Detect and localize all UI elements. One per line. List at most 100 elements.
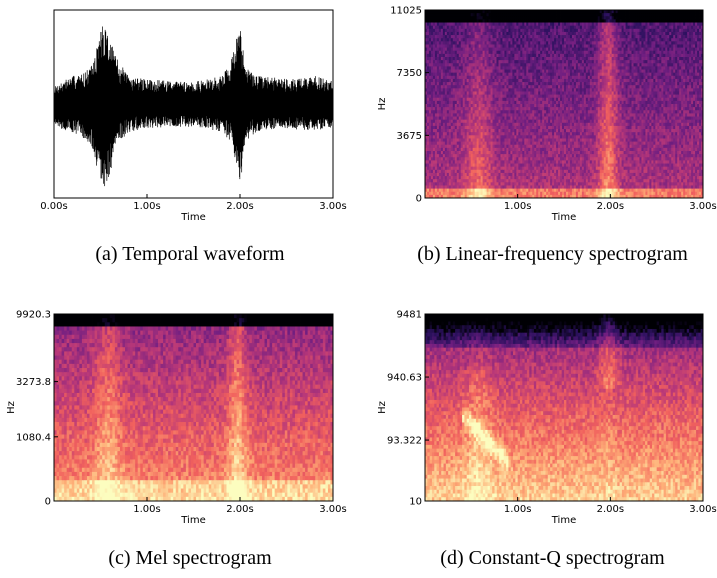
spectrogram-cell (506, 97, 509, 102)
spectrogram-cell (687, 82, 690, 86)
spectrogram-cell (625, 97, 628, 102)
spectrogram-cell (504, 82, 507, 86)
spectrogram-cell (530, 50, 533, 55)
spectrogram-cell (458, 110, 462, 114)
spectrogram-cell (659, 10, 662, 14)
spectrogram-cell (643, 44, 646, 48)
spectrogram-cell (458, 82, 462, 86)
spectrogram-cell (565, 82, 569, 86)
spectrogram-cell (699, 19, 702, 23)
spectrogram-cell (657, 97, 660, 102)
spectrogram-cell (591, 60, 595, 64)
spectrogram-cell (695, 69, 698, 74)
spectrogram-cell (466, 116, 470, 121)
spectrogram-cell (671, 41, 674, 45)
spectrogram-cell (631, 63, 634, 67)
spectrogram-cell (609, 47, 613, 52)
spectrogram-cell (434, 16, 438, 20)
spectrogram-cell (440, 19, 444, 23)
spectrogram-cell (482, 75, 485, 80)
spectrogram-cell (490, 38, 493, 42)
spectrogram-cell (504, 97, 507, 102)
spectrogram-cell (677, 38, 680, 42)
spectrogram-cell (647, 88, 650, 92)
spectrogram-cell (458, 107, 462, 111)
spectrogram-cell (615, 63, 619, 67)
spectrogram-cell (540, 53, 543, 58)
spectrogram-cell (663, 31, 666, 36)
spectrogram-cell (442, 47, 446, 52)
spectrogram-cell (651, 50, 654, 55)
spectrogram-cell (542, 110, 545, 114)
spectrogram-cell (508, 60, 511, 64)
spectrogram-cell (538, 82, 541, 86)
spectrogram-cell (641, 22, 644, 27)
spectrogram-cell (699, 104, 702, 108)
spectrogram-cell (593, 91, 597, 95)
spectrogram-cell (569, 10, 573, 14)
spectrogram-cell (532, 116, 535, 121)
spectrogram-cell (488, 10, 491, 14)
spectrogram-cell (671, 10, 674, 14)
spectrogram-cell (625, 31, 628, 36)
spectrogram-cell (677, 53, 680, 58)
spectrogram-cell (599, 113, 603, 117)
spectrogram-cell (685, 41, 688, 45)
spectrogram-cell (579, 91, 583, 95)
spectrogram-cell (667, 19, 670, 23)
spectrogram-cell (428, 38, 432, 42)
spectrogram-cell (486, 100, 489, 105)
spectrogram-cell (460, 78, 464, 83)
spectrogram-cell (577, 116, 581, 121)
spectrogram-cell (454, 75, 458, 80)
spectrogram-cell (665, 97, 668, 102)
spectrogram-cell (448, 119, 452, 124)
spectrogram-cell (663, 104, 666, 108)
spectrogram-cell (428, 13, 432, 17)
spectrogram-cell (587, 75, 591, 80)
spectrogram-cell (556, 13, 559, 17)
spectrogram-cell (675, 69, 678, 74)
spectrogram-cell (595, 60, 599, 64)
spectrogram-cell (522, 66, 525, 70)
spectrogram-cell (601, 85, 605, 89)
spectrogram-cell (647, 82, 650, 86)
spectrogram-cell (508, 91, 511, 95)
spectrogram-cell (438, 31, 442, 36)
spectrogram-cell (575, 82, 579, 86)
spectrogram-cell (524, 78, 527, 83)
spectrogram-cell (641, 97, 644, 102)
spectrogram-cell (627, 72, 630, 77)
spectrogram-cell (540, 110, 543, 114)
spectrogram-cell (685, 82, 688, 86)
spectrogram-cell (635, 69, 638, 74)
spectrogram-cell (546, 75, 549, 80)
spectrogram-cell (601, 113, 605, 117)
spectrogram-cell (687, 110, 690, 114)
spectrogram-cell (623, 91, 626, 95)
spectrogram-cell (571, 75, 575, 80)
spectrogram-cell (619, 38, 622, 42)
spectrogram-cell (641, 10, 644, 14)
spectrogram-cell (605, 57, 609, 61)
spectrogram-cell (571, 50, 575, 55)
spectrogram-cell (581, 113, 585, 117)
spectrogram-cell (579, 97, 583, 102)
spectrogram-cell (695, 44, 698, 48)
spectrogram-cell (591, 47, 595, 52)
spectrogram-cell (691, 75, 694, 80)
spectrogram-cell (468, 116, 472, 121)
spectrogram-cell (645, 53, 648, 58)
spectrogram-cell (577, 22, 581, 27)
spectrogram-cell (490, 119, 493, 124)
spectrogram-cell (637, 60, 640, 64)
spectrogram-cell (675, 31, 678, 36)
spectrogram-cell (444, 44, 448, 48)
spectrogram-cell (619, 107, 622, 111)
spectrogram-cell (532, 78, 535, 83)
spectrogram-cell (569, 91, 573, 95)
spectrogram-cell (567, 19, 571, 23)
spectrogram-cell (528, 28, 531, 33)
spectrogram-cell (695, 41, 698, 45)
spectrogram-cell (585, 10, 589, 14)
